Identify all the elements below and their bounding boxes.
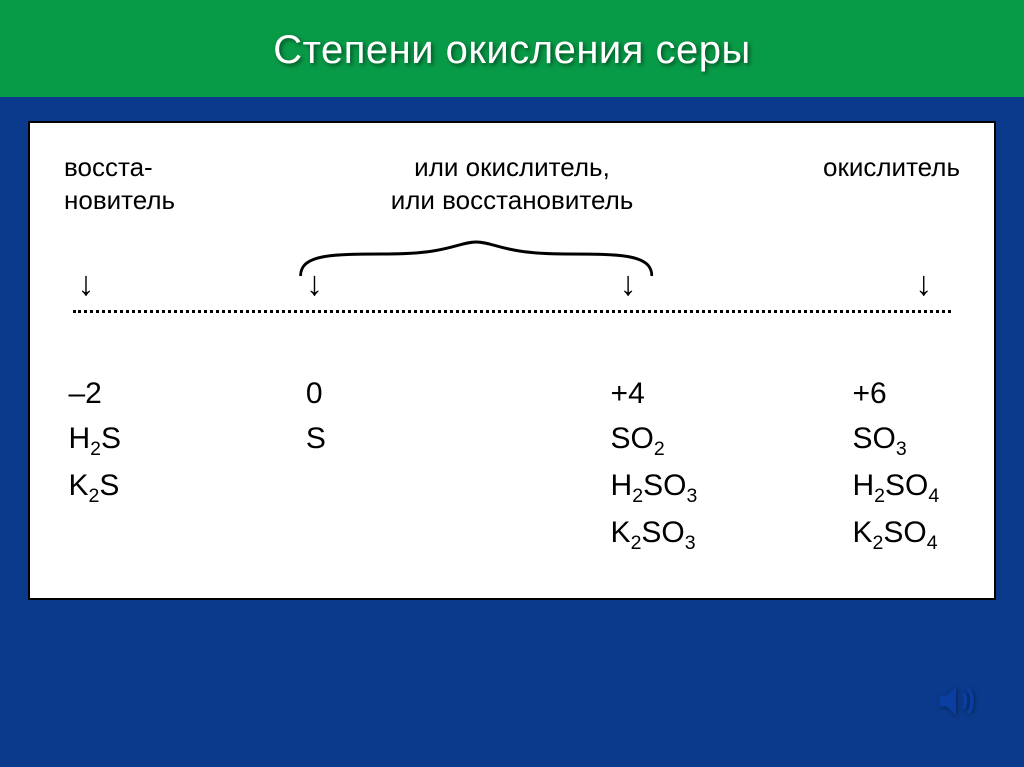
oxidation-value: +4 (611, 374, 698, 415)
oxidation-columns: –2H2SK2S 0S +4SO2H2SO3K2SO3 +6SO3H2SO4K2… (64, 374, 960, 564)
col-plus4: +4SO2H2SO3K2SO3 (611, 374, 698, 556)
content-box: восста- новитель или окислитель, или вос… (28, 121, 996, 600)
col-plus6: +6SO3H2SO4K2SO4 (852, 374, 939, 556)
oxidation-value: K2S (68, 466, 121, 509)
label-amphoteric: или окислитель, или восстановитель (279, 151, 745, 216)
oxidation-value: H2SO4 (852, 466, 939, 509)
label-reducer: восста- новитель (64, 151, 261, 216)
oxidation-value: +6 (852, 374, 939, 415)
label-reducer-line1: восста- (64, 151, 261, 184)
label-amphoteric-line2: или восстановитель (279, 184, 745, 217)
speaker-icon[interactable] (934, 679, 978, 723)
oxidation-value: S (306, 419, 326, 460)
oxidation-value: H2S (68, 419, 121, 462)
label-reducer-line2: новитель (64, 184, 261, 217)
oxidation-value: K2SO3 (611, 513, 698, 556)
label-oxidizer-line1: окислитель (763, 151, 960, 184)
col-minus2: –2H2SK2S (68, 374, 121, 509)
oxidation-value: SO3 (852, 419, 939, 462)
slide-title: Степени окисления серы (0, 0, 1024, 97)
oxidation-value: SO2 (611, 419, 698, 462)
brace-icon (297, 240, 655, 280)
slide: Степени окисления серы восста- новитель … (0, 0, 1024, 767)
dotted-axis-line (73, 310, 951, 313)
oxidation-value: K2SO4 (852, 513, 939, 556)
label-oxidizer: окислитель (763, 151, 960, 216)
labels-row: восста- новитель или окислитель, или вос… (64, 151, 960, 216)
label-amphoteric-line1: или окислитель, (279, 151, 745, 184)
oxidation-axis (64, 240, 960, 360)
col-zero: 0S (306, 374, 326, 459)
oxidation-value: –2 (68, 374, 121, 415)
oxidation-value: 0 (306, 374, 326, 415)
oxidation-value: H2SO3 (611, 466, 698, 509)
slide-body: восста- новитель или окислитель, или вос… (0, 97, 1024, 767)
